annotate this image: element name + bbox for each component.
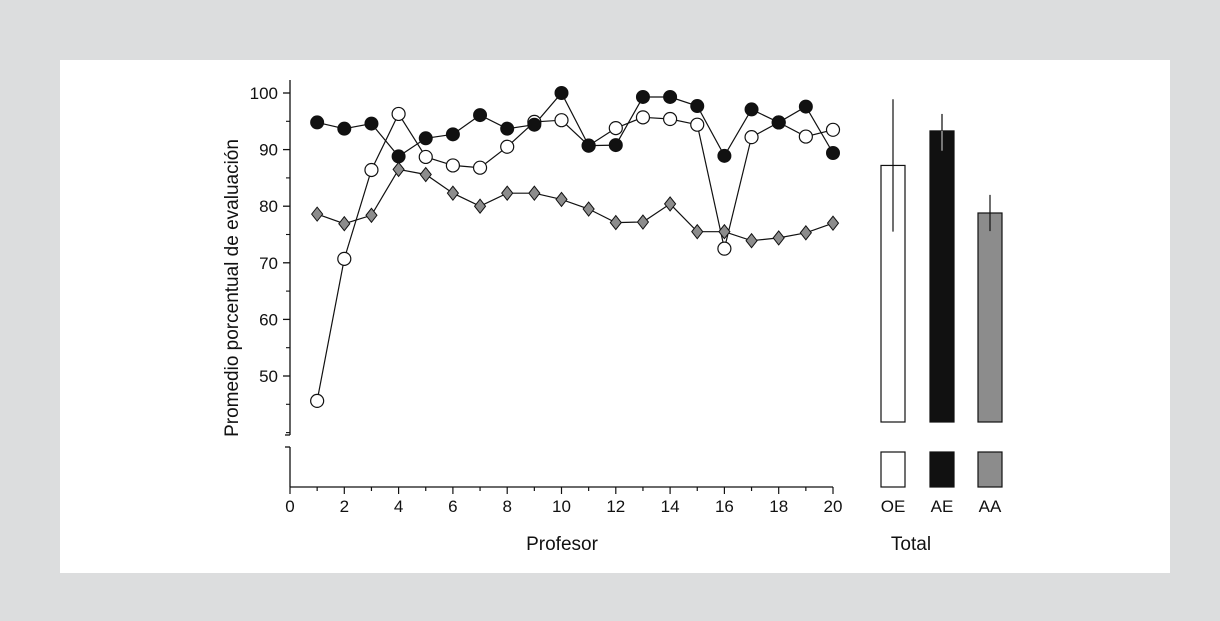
line-chart-series: [310, 86, 841, 409]
x-tick-label: 0: [285, 497, 294, 516]
diamond-marker: [311, 206, 324, 222]
x-tick-label: 16: [715, 497, 734, 516]
bar-lower-segment: [929, 451, 955, 488]
open-circle-marker: [635, 110, 651, 125]
filled-circle-marker: [690, 99, 705, 114]
filled-circle-marker: [391, 149, 406, 164]
filled-circle-marker: [744, 102, 759, 117]
diamond-marker: [799, 224, 812, 241]
open-circle-marker: [337, 251, 352, 266]
diamond-marker: [826, 215, 840, 231]
filled-circle-marker: [337, 121, 352, 136]
diamond-marker: [582, 201, 595, 217]
filled-circle-marker: [581, 138, 596, 153]
open-circle-marker: [472, 160, 488, 175]
filled-circle-marker: [663, 89, 678, 104]
diamond-marker: [555, 191, 568, 208]
x-tick-label: 12: [606, 497, 625, 516]
filled-circle-marker: [310, 115, 325, 130]
open-circle-marker: [608, 120, 623, 136]
open-circle-marker: [500, 139, 515, 154]
diamond-marker: [609, 214, 622, 231]
open-circle-marker: [662, 111, 678, 127]
series-line: [316, 168, 834, 242]
y-tick-label: 80: [259, 197, 278, 216]
y-tick-label: 60: [259, 310, 278, 329]
diamond-marker: [338, 215, 351, 232]
diamond-marker: [473, 198, 487, 215]
diamond-marker: [691, 223, 704, 240]
bar-lower-segment: [977, 451, 1003, 488]
open-circle-marker: [798, 129, 813, 144]
filled-circle-marker: [418, 131, 433, 146]
diamond-marker: [745, 232, 758, 249]
diamond-marker: [501, 185, 514, 201]
filled-circle-marker: [500, 121, 515, 136]
diamond-marker: [718, 223, 731, 240]
x-tick-label: 8: [502, 497, 511, 516]
filled-circle-marker: [608, 138, 623, 153]
bar-upper-segment: [880, 164, 906, 423]
open-circle-marker: [364, 162, 379, 178]
open-circle-marker: [825, 122, 841, 137]
bar-category-label: OE: [881, 497, 906, 516]
diamond-marker: [636, 214, 650, 230]
x-tick-label: 18: [769, 497, 788, 516]
filled-circle-marker: [364, 116, 379, 131]
series-line: [316, 112, 834, 402]
diamond-marker: [772, 230, 785, 246]
bar-lower-segment: [880, 451, 906, 488]
bar-upper-segment: [977, 212, 1003, 423]
diamond-marker: [392, 161, 405, 178]
open-circle-marker: [310, 393, 325, 409]
x-tick-label: 4: [394, 497, 403, 516]
y-tick-label: 90: [259, 141, 278, 160]
open-circle-marker: [554, 113, 569, 128]
diamond-marker: [663, 196, 677, 212]
filled-circle-marker: [771, 115, 786, 130]
bar-upper-segment: [929, 130, 955, 423]
x-tick-label: 10: [552, 497, 571, 516]
y-axis-label: Promedio porcentual de evaluación: [222, 139, 243, 437]
open-circle-marker: [418, 149, 433, 165]
bar-category-label: AE: [931, 497, 954, 516]
diamond-marker: [528, 185, 541, 201]
open-circle-marker: [391, 106, 406, 122]
series-line: [316, 91, 834, 158]
diamond-marker: [365, 207, 378, 224]
y-tick-label: 70: [259, 254, 278, 273]
x-tick-label: 14: [661, 497, 680, 516]
filled-circle-marker: [445, 127, 460, 142]
open-circle-marker: [717, 241, 732, 256]
bar-category-label: AA: [979, 497, 1002, 516]
x-tick-label: 20: [824, 497, 843, 516]
bar-chart-bars: OE AE AA: [880, 99, 1003, 516]
filled-circle-marker: [635, 89, 650, 104]
open-circle-marker: [690, 117, 705, 132]
bar-x-axis-label: Total: [891, 534, 931, 555]
line-chart-axes: 50 60 70 80 90 100 0 2 4 6 8 10 12 14 16 18 20: [250, 80, 843, 516]
y-tick-label: 50: [259, 367, 278, 386]
open-circle-marker: [744, 130, 759, 145]
diamond-marker: [446, 185, 460, 201]
filled-circle-marker: [473, 108, 488, 123]
filled-circle-marker: [826, 145, 840, 160]
filled-circle-marker: [717, 148, 732, 163]
x-axis-label: Profesor: [526, 534, 598, 555]
diamond-marker: [419, 166, 432, 183]
filled-circle-marker: [527, 117, 542, 132]
y-tick-label: 100: [250, 84, 278, 103]
filled-circle-marker: [798, 99, 813, 114]
x-tick-label: 2: [340, 497, 349, 516]
bar-chart: OE AE AA Total: [880, 99, 1003, 555]
x-tick-label: 6: [448, 497, 457, 516]
filled-circle-marker: [554, 86, 569, 100]
open-circle-marker: [445, 158, 460, 173]
